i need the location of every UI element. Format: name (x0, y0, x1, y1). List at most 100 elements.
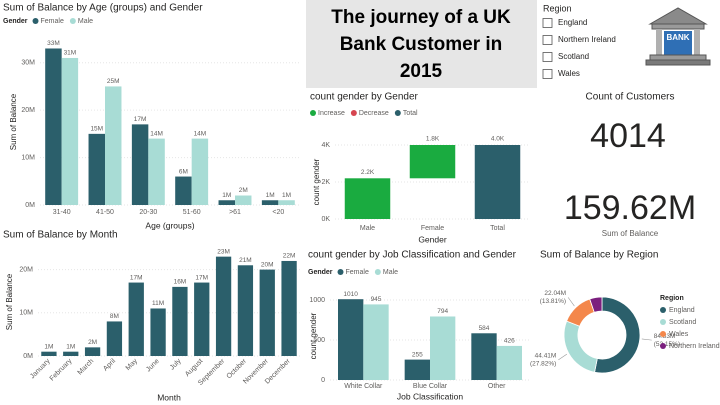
data-label: 1M (66, 343, 75, 350)
y-tick-label: 500 (313, 337, 325, 344)
data-label: 17M (195, 274, 208, 281)
data-label: 14M (150, 130, 163, 137)
x-axis-label: Age (groups) (145, 220, 194, 230)
legend-label: Wales (669, 331, 689, 338)
y-tick-label: 10M (19, 310, 33, 317)
data-label: 4.0K (491, 136, 505, 143)
slicer-item: Wales (558, 69, 580, 78)
bar (88, 133, 105, 205)
legend-marker (660, 319, 666, 325)
slicer-checkbox (542, 35, 553, 45)
bank-icon (645, 7, 711, 66)
x-axis-label: Month (157, 392, 181, 402)
y-tick-label: 30M (21, 60, 35, 67)
x-tick-label: Male (360, 225, 375, 232)
data-label: 945 (371, 296, 382, 303)
bar (63, 351, 79, 356)
chart-title: Sum of Balance by Age (groups) and Gende… (3, 3, 203, 14)
legend-marker (374, 269, 381, 275)
legend-marker (660, 307, 666, 313)
data-label: 14M (194, 130, 207, 137)
donut-slice (566, 298, 595, 327)
data-label: 31M (64, 50, 77, 57)
chart-title: count gender by Job Classification and G… (308, 250, 517, 261)
legend-label: Male (383, 269, 398, 276)
data-label: 17M (130, 274, 143, 281)
data-label: 2M (239, 187, 248, 194)
data-label: 1010 (343, 291, 358, 298)
y-tick-label: 20M (21, 107, 35, 114)
y-tick-label: 2K (321, 179, 330, 186)
data-label: 22M (283, 253, 296, 260)
y-axis-label: Sum of Balance (9, 93, 18, 150)
data-label: 20M (261, 261, 274, 268)
slicer-item: England (558, 18, 587, 27)
chart-title: count gender by Gender (310, 92, 419, 103)
card-label: Count of Customers (586, 92, 675, 103)
x-axis-label: Job Classification (397, 391, 463, 401)
data-label: 22.04M (544, 290, 566, 297)
legend-title: Gender (308, 269, 333, 276)
y-tick-label: 0M (23, 353, 33, 360)
data-label: 17M (134, 116, 147, 123)
x-tick-label: 51-60 (183, 209, 201, 216)
leader-line (641, 338, 652, 341)
legend-marker (660, 331, 666, 337)
bar (261, 200, 279, 205)
legend-label: Male (78, 18, 93, 25)
legend-label: England (669, 307, 695, 314)
leader-line (567, 297, 575, 307)
icon-label: BANK (666, 33, 689, 42)
data-label: 1M (266, 192, 275, 199)
card-value: 159.62M (564, 189, 696, 227)
slicer-item: Northern Ireland (558, 35, 616, 44)
legend-label: Decrease (359, 110, 389, 117)
bar (175, 176, 192, 205)
x-tick-label: >61 (229, 209, 241, 216)
waterfall-bar (409, 145, 456, 179)
legend-label: Total (403, 110, 418, 117)
y-tick-label: 10M (21, 154, 35, 161)
bar (496, 345, 522, 380)
waterfall-bar (344, 178, 391, 219)
data-label: 2M (88, 339, 97, 346)
y-tick-label: 4K (321, 142, 330, 149)
data-label: (53.15%) (654, 341, 680, 348)
bar (172, 286, 188, 356)
data-label: 584 (479, 325, 490, 332)
x-tick-label: Total (490, 225, 505, 232)
bar (363, 304, 389, 380)
page-title: The journey of a UK (331, 7, 511, 28)
card-value: 4014 (590, 117, 666, 155)
legend-marker (310, 110, 316, 116)
y-tick-label: 0 (321, 377, 325, 384)
slicer-checkbox (542, 52, 553, 62)
legend-label: Female (346, 269, 369, 276)
bar (191, 138, 209, 205)
bar (194, 282, 210, 356)
x-tick-label: August (184, 358, 204, 378)
y-tick-label: 20M (19, 266, 33, 273)
data-label: (13.81%) (540, 298, 566, 305)
legend-label: Increase (318, 110, 345, 117)
data-label: 21M (239, 257, 252, 264)
data-label: 15M (90, 126, 103, 133)
legend-marker (394, 110, 401, 116)
data-label: 794 (437, 308, 448, 315)
data-label: 23M (217, 248, 230, 255)
legend-label: Female (41, 18, 64, 25)
data-label: 1M (44, 343, 53, 350)
x-tick-label: March (77, 358, 96, 377)
x-tick-label: Female (421, 225, 444, 232)
x-tick-label: June (145, 358, 161, 374)
data-label: 8M (110, 313, 119, 320)
legend-marker (32, 18, 39, 24)
legend-title: Gender (3, 18, 28, 25)
y-axis-label: Sum of Balance (5, 273, 14, 330)
x-tick-label: July (169, 357, 183, 371)
data-label: 426 (504, 338, 515, 345)
y-tick-label: 0K (321, 216, 330, 223)
bar (235, 195, 252, 205)
data-label: 16M (174, 279, 187, 286)
